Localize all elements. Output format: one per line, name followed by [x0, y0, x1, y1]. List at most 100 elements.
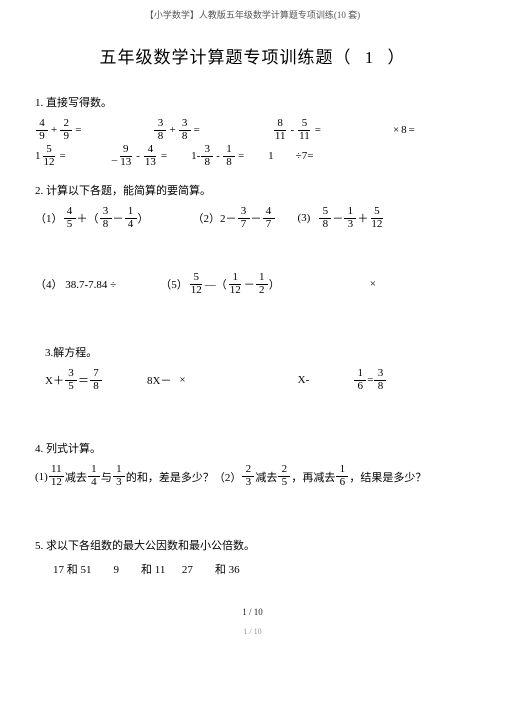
text: ，再减去: [291, 469, 335, 485]
frac: 58: [319, 206, 331, 230]
op: ＝: [78, 372, 89, 388]
num: 4: [144, 144, 156, 157]
den: 4: [125, 219, 137, 231]
num: 1: [256, 272, 268, 285]
frac: 38: [201, 144, 213, 168]
den: 8: [374, 381, 386, 393]
num: 5: [190, 272, 202, 285]
num: 1: [229, 272, 241, 285]
frac: 78: [90, 368, 102, 392]
section-2-label: 2. 计算以下各题，能简算的要简算。: [35, 182, 470, 198]
title-prefix: 五年级数学计算题专项训练题（: [100, 48, 352, 67]
num: 2: [60, 118, 72, 131]
den: 3: [344, 219, 356, 231]
frac: 38: [179, 118, 191, 142]
den: 9: [36, 131, 48, 143]
s2-row2: （4） 38.7-7.84 ÷ （5） 512 —（ 112 － 12 ） ×: [35, 272, 470, 296]
expr: 8X－: [147, 372, 171, 388]
paren: (1): [35, 471, 48, 483]
frac: 29: [60, 118, 72, 142]
section-2: 2. 计算以下各题，能简算的要简算。 （1） 45 ＋（ 38 － 14 ） （…: [35, 182, 470, 296]
op: ＋: [357, 210, 368, 226]
text: 减去: [255, 469, 277, 485]
paren: （1）: [35, 210, 63, 226]
paren: (3): [298, 212, 311, 224]
den: 4: [88, 477, 100, 489]
den: 7: [263, 219, 275, 231]
den: 13: [143, 157, 158, 169]
section-1-label: 1. 直接写得数。: [35, 94, 470, 110]
op: ×: [370, 278, 376, 290]
frac: 511: [297, 118, 312, 142]
num: 3: [154, 118, 166, 131]
op: ×: [393, 124, 399, 136]
text: 与: [101, 469, 112, 485]
num: 5: [298, 118, 310, 131]
op: －: [251, 210, 262, 226]
frac: 18: [223, 144, 235, 168]
num: 3: [238, 206, 250, 219]
num: 4: [36, 118, 48, 131]
frac: 37: [238, 206, 250, 230]
den: 6: [354, 381, 366, 393]
val: _: [112, 150, 118, 162]
frac: 13: [113, 464, 125, 488]
s2-row1: （1） 45 ＋（ 38 － 14 ） （2）2－ 37 － 47 (3) 58…: [35, 206, 470, 230]
num: 1: [223, 144, 235, 157]
section-5-label: 5. 求以下各组数的最大公因数和最小公倍数。: [35, 537, 470, 553]
op: =: [409, 124, 415, 136]
frac: 413: [143, 144, 158, 168]
den: 3: [113, 477, 125, 489]
op: =: [161, 150, 167, 162]
frac: 512: [42, 144, 57, 168]
section-3: 3.解方程。 X＋ 35 ＝ 78 8X－ × X- 16 = 38: [45, 344, 470, 392]
den: 13: [118, 157, 133, 169]
frac: 38: [154, 118, 166, 142]
frac: 16: [336, 464, 348, 488]
num: 3: [201, 144, 213, 157]
den: 8: [90, 381, 102, 393]
den: 8: [201, 157, 213, 169]
num: 1: [344, 206, 356, 219]
frac: 913: [118, 144, 133, 168]
s1-row2: 1 512 = _ 913 - 413 = 1- 38 - 18 = 1 ÷ 7…: [35, 144, 470, 168]
frac: 38: [374, 368, 386, 392]
frac: 45: [64, 206, 76, 230]
expr: X＋: [45, 372, 64, 388]
paren: （5）: [160, 276, 188, 292]
op: =: [75, 124, 81, 136]
frac: 811: [273, 118, 288, 142]
op: －: [113, 210, 124, 226]
den: 11: [297, 131, 312, 143]
s1-row1: 49 + 29 = 38 + 38 = 811 - 511 = × 8 =: [35, 118, 470, 142]
den: 8: [179, 131, 191, 143]
den: 11: [273, 131, 288, 143]
op: －: [332, 210, 343, 226]
den: 9: [60, 131, 72, 143]
den: 5: [278, 477, 290, 489]
frac: 38: [100, 206, 112, 230]
op: +: [51, 124, 57, 136]
page-number: 1 / 10: [35, 607, 470, 617]
num: 1: [125, 206, 137, 219]
op: -: [136, 150, 140, 162]
den: 8: [319, 219, 331, 231]
num: 3: [179, 118, 191, 131]
section-3-label: 3.解方程。: [45, 344, 470, 360]
op: +: [169, 124, 175, 136]
expr: （4） 38.7-7.84 ÷: [35, 276, 116, 292]
frac: 14: [125, 206, 137, 230]
frac: 47: [263, 206, 275, 230]
den: 7: [238, 219, 250, 231]
section-4: 4. 列式计算。 (1) 1112 减去 14 与 13 的和，差是多少？（2）…: [35, 440, 470, 488]
num: 4: [263, 206, 275, 219]
paren: （2）2－: [193, 210, 237, 226]
op: -: [290, 124, 294, 136]
paren: ）: [138, 210, 149, 226]
den: 8: [100, 219, 112, 231]
op: =: [315, 124, 321, 136]
den: 12: [189, 285, 204, 297]
frac: 16: [354, 368, 366, 392]
val: 8: [401, 124, 407, 136]
den: 12: [369, 219, 384, 231]
